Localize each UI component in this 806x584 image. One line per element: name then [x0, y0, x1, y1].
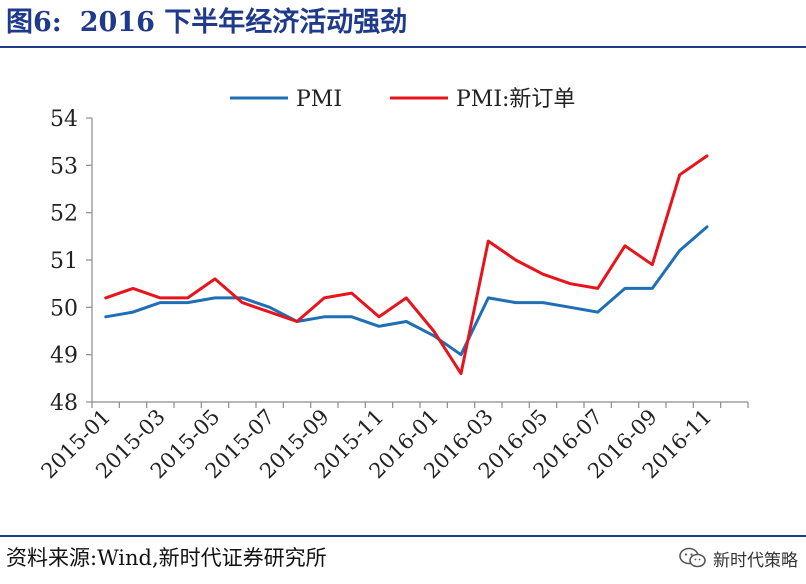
- y-tick-label: 53: [50, 154, 78, 179]
- wechat-icon: [679, 547, 706, 568]
- series-layer: [104, 154, 709, 376]
- title-divider: [0, 46, 806, 48]
- series-line-pmi-new-orders: [104, 154, 709, 376]
- brand-badge: 新时代策略: [678, 541, 798, 575]
- footer-divider: [0, 535, 806, 537]
- chart-legend: PMI PMI:新订单: [230, 87, 575, 112]
- figure-title: 图6: 2016 下半年经济活动强劲: [6, 4, 407, 42]
- source-note: 资料来源:Wind,新时代证券研究所: [6, 546, 327, 570]
- y-tick-label: 50: [50, 296, 78, 321]
- legend-label: PMI: [296, 87, 342, 112]
- legend-label: PMI:新订单: [456, 87, 575, 112]
- y-axis: 48 49 50 51 52 53 54: [50, 107, 93, 416]
- y-tick-label: 49: [50, 344, 78, 369]
- x-axis: 2015-012015-032015-052015-072015-092015-…: [37, 401, 749, 483]
- figure-title-text: 2016 下半年经济活动强劲: [79, 7, 408, 38]
- series-line-pmi: [104, 225, 709, 357]
- brand-name: 新时代策略: [713, 550, 798, 571]
- figure-number: 图6:: [6, 7, 62, 38]
- line-chart: PMI PMI:新订单 48 49 50 51 52 53 54 2015-012015-03…: [37, 87, 749, 483]
- y-tick-label: 48: [50, 391, 78, 416]
- y-tick-label: 51: [50, 249, 78, 274]
- y-tick-label: 52: [50, 202, 78, 227]
- y-tick-label: 54: [50, 107, 78, 132]
